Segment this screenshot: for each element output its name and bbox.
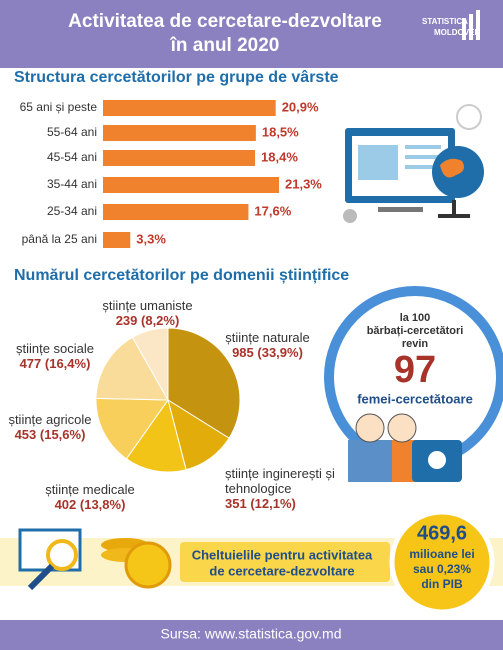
bar (103, 232, 131, 248)
bar (103, 125, 256, 141)
category-label: 55-64 ani (47, 125, 97, 139)
pie-value: 453 (14, 427, 37, 442)
category-label: 65 ani și peste (20, 100, 98, 114)
logo-text: STATISTICA (422, 17, 468, 26)
pie-value-line: 239 (8,2%) (100, 313, 195, 328)
computer-icon (345, 128, 484, 218)
callout-text: revin (402, 338, 429, 350)
pie-slice (131, 327, 169, 402)
atom-icon (456, 104, 482, 130)
expenses-circle (389, 509, 495, 615)
pie-category: științe naturale (225, 330, 310, 345)
pie-value: 402 (54, 497, 77, 512)
source: Sursa: www.statistica.gov.md (160, 626, 341, 642)
pie-percent: (16,4%) (44, 356, 91, 371)
pie-label: științe sociale 477 (16,4%) (10, 341, 100, 371)
pie-value: 477 (19, 356, 42, 371)
pie-slice (167, 327, 241, 439)
pie-slice (125, 398, 187, 473)
pie-category: științe inginerești și tehnologice (225, 466, 335, 496)
people-icon (348, 413, 462, 482)
expenses-unit: din PIB (421, 577, 463, 591)
callout-text: la 100 (400, 312, 431, 324)
pie-percent: (8,2%) (141, 313, 180, 328)
footer-band (0, 620, 503, 650)
pie-slice (95, 336, 169, 401)
pie-percent: (15,6%) (39, 427, 86, 442)
category-label: până la 25 ani (22, 232, 97, 246)
section-title: Numărul cercetătorilor pe domenii științ… (14, 267, 349, 284)
logo-icon (462, 10, 480, 40)
title: în anul 2020 (170, 35, 280, 56)
pie-percent: (33,9%) (257, 345, 303, 360)
pie-category: științe umaniste (102, 298, 193, 313)
pie-category: științe agricole (8, 412, 92, 427)
pie-label: științe agricole 453 (15,6%) (0, 412, 100, 442)
pie-value-line: 453 (15,6%) (0, 427, 100, 442)
pie-value: 351 (225, 496, 247, 511)
pie-label: științe inginerești și tehnologice 351 (1… (225, 466, 355, 511)
expenses-unit: sau 0,23% (413, 562, 471, 576)
expenses-amount: 469,6 (417, 522, 467, 544)
pie-value-line: 351 (12,1%) (225, 496, 355, 511)
bar (103, 204, 249, 220)
value-label: 3,3% (136, 231, 166, 246)
pie-percent: (13,8%) (79, 497, 126, 512)
gear-icon (343, 209, 357, 223)
value-label: 21,3% (285, 176, 322, 191)
callout-text: bărbați-cercetători (367, 325, 464, 337)
bar (103, 150, 256, 166)
pie-category: științe sociale (15, 341, 95, 356)
value-label: 20,9% (282, 99, 319, 114)
book-icon (18, 528, 82, 591)
pie-value-line: 402 (13,8%) (40, 497, 140, 512)
category-label: 45-54 ani (47, 150, 97, 164)
pie-slice (95, 397, 169, 460)
expenses-box (180, 542, 390, 582)
value-label: 17,6% (254, 203, 291, 218)
header-band (0, 0, 503, 68)
value-label: 18,4% (261, 149, 298, 164)
pie-value-line: 985 (33,9%) (220, 345, 315, 360)
value-label: 18,5% (262, 124, 299, 139)
pie-label: științe umaniste 239 (8,2%) (100, 298, 195, 328)
section-title: Structura cercetătorilor pe grupe de vâr… (14, 69, 339, 86)
callout-text: femei-cercetătoare (357, 391, 473, 406)
category-label: 25-34 ani (47, 204, 97, 218)
pie-value: 985 (232, 345, 254, 360)
pie-value-line: 477 (16,4%) (10, 356, 100, 371)
category-label: 35-44 ani (47, 177, 97, 191)
expenses-text: de cercetare-dezvoltare (209, 563, 354, 578)
expenses-text: Cheltuielile pentru activitatea (192, 547, 373, 562)
bar (103, 177, 279, 193)
expenses-unit: milioane lei (409, 547, 474, 561)
callout-value: 97 (394, 349, 436, 391)
title: Activitatea de cercetare-dezvoltare (68, 11, 382, 32)
pie-label: științe medicale 402 (13,8%) (40, 482, 140, 512)
pie-value: 239 (115, 313, 138, 328)
coins-icon (101, 538, 172, 589)
pie-category: științe medicale (45, 482, 135, 497)
logo-text: MOLDOVEI (434, 28, 477, 37)
bar (103, 100, 276, 116)
pie-label: științe naturale 985 (33,9%) (220, 330, 315, 360)
pie-percent: (12,1%) (250, 496, 296, 511)
